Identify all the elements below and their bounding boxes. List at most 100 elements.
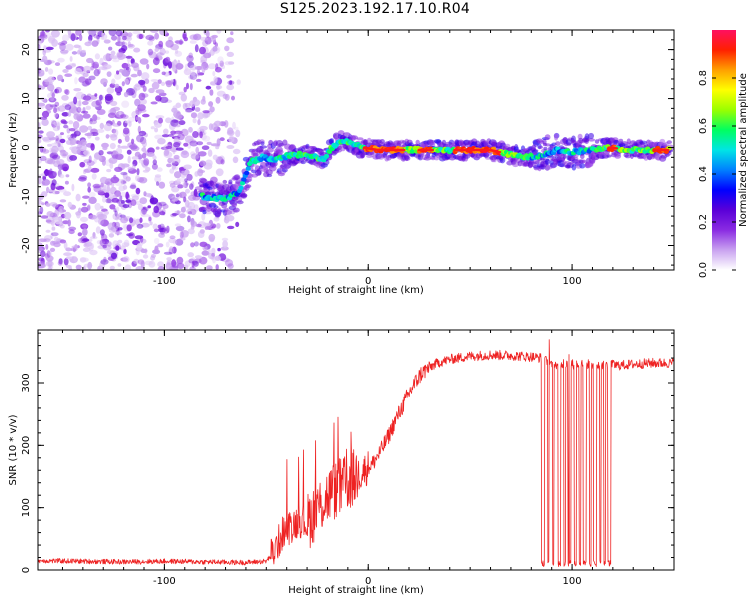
noise-blob [122,204,130,209]
noise-blob [121,62,129,69]
noise-blob [202,135,211,142]
noise-blob [101,233,108,242]
noise-blob [125,63,131,69]
noise-blob [103,256,107,263]
noise-blob [235,129,241,138]
noise-blob [148,260,156,268]
ridge-halo [415,139,420,145]
ridge-halo [579,163,586,169]
noise-blob [48,68,54,75]
noise-blob [117,120,122,126]
noise-blob [85,78,92,85]
noise-blob [224,45,230,52]
noise-blob [86,30,92,34]
noise-blob [117,144,121,148]
noise-blob [41,202,45,206]
noise-blob [62,153,67,157]
noise-blob [69,56,73,62]
noise-blob [195,78,202,82]
noise-blob [141,213,150,218]
noise-blob [154,174,162,178]
noise-blob [188,211,192,215]
noise-blob [53,107,58,114]
ridge-core [326,149,333,154]
noise-blob [136,168,140,176]
ridge-halo [571,140,577,144]
spectrogram-ridge [198,130,674,218]
ridge-halo [266,147,274,153]
noise-blob [175,193,180,198]
noise-blob [105,134,110,139]
noise-blob [63,252,72,257]
noise-blob [90,236,98,240]
noise-blob [143,191,147,197]
y-tick-label: 20 [21,43,32,56]
noise-blob [210,253,216,261]
noise-blob [57,145,64,152]
noise-blob [83,159,92,164]
noise-blob [81,49,86,53]
noise-blob [189,83,193,91]
noise-blob [64,180,69,185]
noise-blob [84,163,89,167]
noise-blob [71,183,75,192]
noise-blob [103,39,111,44]
ridge-halo [224,209,232,216]
noise-blob [82,228,88,236]
noise-blob [67,219,71,227]
noise-blob [132,159,138,167]
noise-blob [83,169,87,175]
noise-blob [181,150,188,155]
noise-blob [146,63,150,70]
ridge-halo [202,209,207,215]
noise-blob [55,86,62,94]
colorbar: 0.0 0.2 0.4 0.6 0.8 Normalized spectral ampl… [698,30,749,278]
noise-blob [168,133,174,137]
noise-blob [62,166,68,172]
ridge-halo [266,174,273,178]
noise-blob [169,168,175,174]
noise-blob [121,242,130,248]
noise-blob [117,263,122,267]
noise-blob [45,30,50,33]
noise-blob [230,31,234,36]
noise-blob [52,154,61,160]
noise-blob [103,123,112,132]
noise-blob [118,111,122,116]
noise-blob [148,87,155,94]
noise-blob [87,165,92,171]
ridge-halo [252,152,259,157]
noise-blob [138,33,143,40]
ridge-peak [430,148,435,152]
noise-blob [57,260,63,266]
noise-blob [118,68,124,73]
noise-blob [228,61,235,65]
noise-blob [38,39,42,46]
noise-blob [175,147,184,151]
noise-blob [42,48,46,56]
noise-blob [211,45,221,54]
noise-blob [178,120,186,126]
noise-blob [45,217,55,225]
noise-blob [155,146,160,150]
noise-blob [59,49,69,54]
noise-blob [95,226,101,234]
noise-blob [122,127,130,135]
noise-blob [185,188,190,194]
noise-blob [84,132,94,137]
noise-blob [158,201,167,207]
noise-blob [54,89,58,94]
noise-blob [56,158,65,166]
noise-blob [185,109,193,113]
noise-blob [189,140,198,147]
noise-blob [88,192,96,198]
noise-blob [125,71,130,77]
noise-blob [89,249,98,256]
noise-blob [150,101,158,105]
noise-blob [80,216,88,223]
noise-blob [68,120,74,125]
noise-blob [215,63,219,70]
noise-blob [186,55,194,63]
noise-blob [184,63,188,72]
noise-blob [174,50,183,57]
